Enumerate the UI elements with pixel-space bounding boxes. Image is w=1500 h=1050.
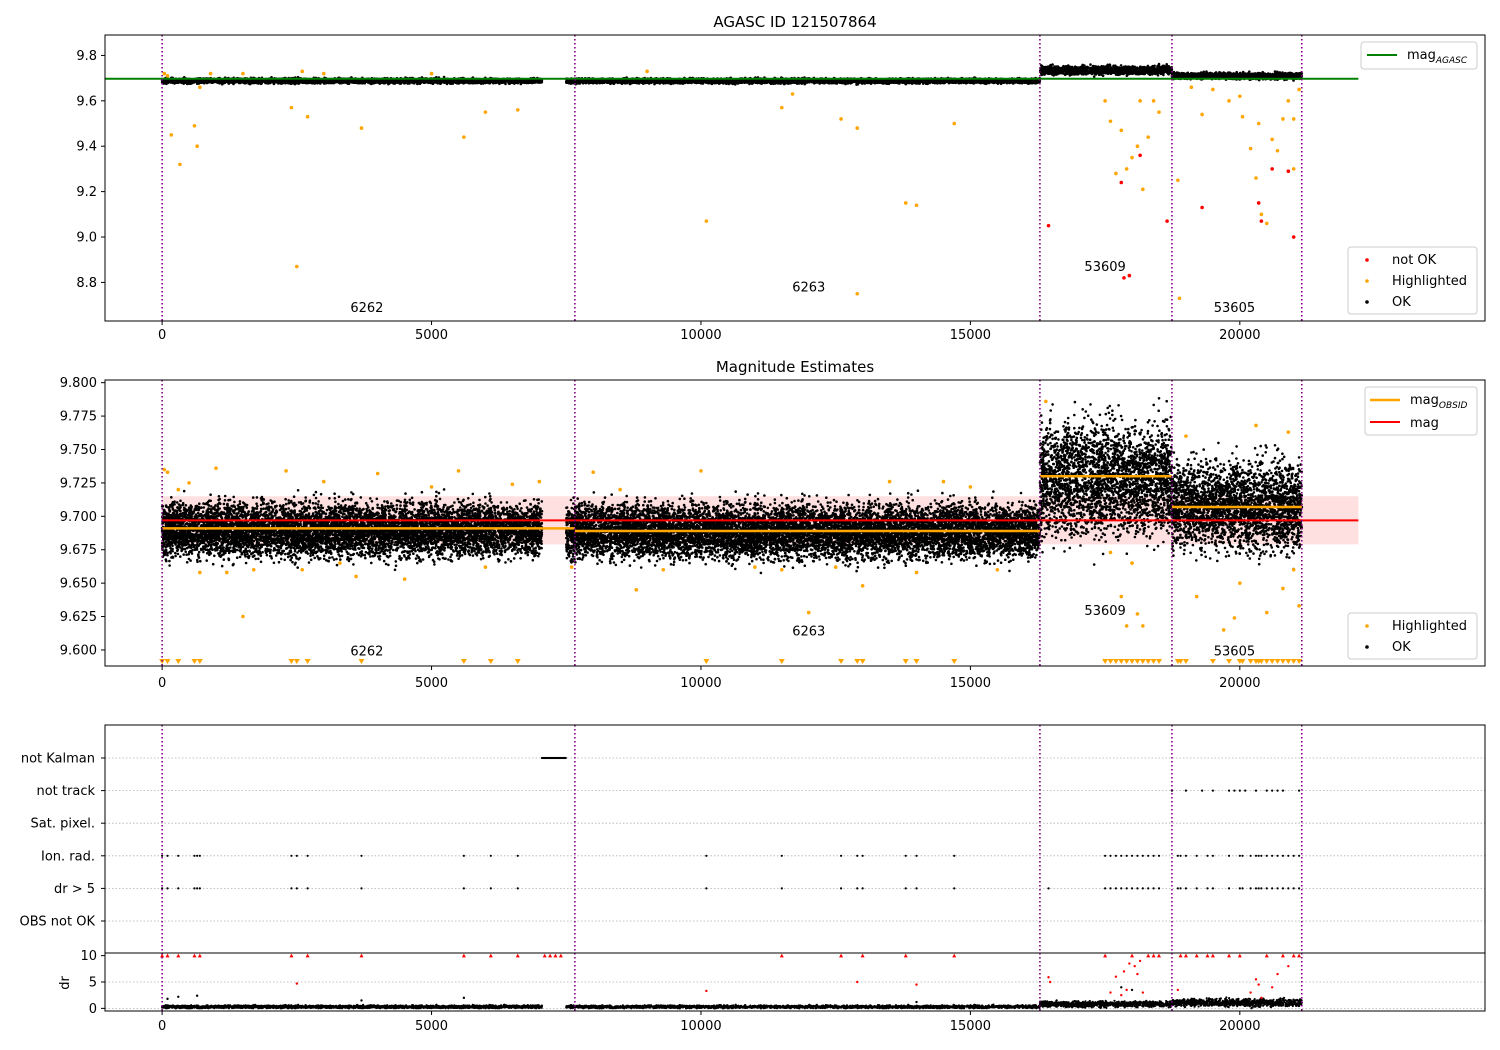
ok-point — [233, 80, 236, 83]
ok-point — [407, 81, 410, 84]
ok-point — [532, 81, 535, 84]
ok-point — [436, 82, 439, 85]
ok-point — [306, 82, 309, 85]
ok-point — [485, 81, 488, 84]
ok-point — [387, 83, 390, 86]
ok-point — [514, 80, 517, 83]
ok-point — [220, 82, 223, 85]
ok-point — [193, 80, 196, 83]
ok-point — [207, 81, 210, 84]
ok-point — [184, 80, 187, 83]
ok-point — [227, 80, 230, 83]
ok-point — [267, 81, 270, 84]
ok-point — [361, 80, 364, 83]
ok-point — [425, 80, 428, 83]
ok-point — [423, 81, 426, 84]
ok-point — [311, 82, 314, 85]
ok-point — [461, 80, 464, 83]
ok-point — [417, 81, 420, 84]
ok-point — [517, 80, 520, 83]
ok-point — [497, 81, 500, 84]
ok-point — [317, 80, 320, 83]
ok-point — [351, 80, 354, 83]
ok-point — [242, 81, 245, 84]
ok-point — [471, 82, 474, 85]
ok-point — [468, 80, 471, 83]
ok-point — [303, 80, 306, 83]
ok-point — [439, 80, 442, 83]
ok-point — [371, 82, 374, 85]
ok-point — [458, 80, 461, 83]
ok-point — [447, 81, 450, 84]
ok-point — [434, 81, 437, 84]
ok-point — [290, 80, 293, 83]
ok-point — [338, 81, 341, 84]
ok-point — [294, 82, 297, 85]
ok-point — [368, 81, 371, 84]
ok-point — [411, 80, 414, 83]
ok-point — [382, 81, 385, 84]
ok-point — [287, 82, 290, 85]
ok-point — [181, 80, 184, 83]
ok-point — [264, 80, 267, 83]
ok-point — [494, 80, 497, 83]
ok-point — [254, 80, 257, 83]
ok-point — [420, 82, 423, 85]
ok-point — [357, 81, 360, 84]
ok-point — [347, 82, 350, 85]
ok-point — [186, 83, 189, 86]
panel-1-title: AGASC ID 121507864 — [713, 13, 876, 31]
ok-point — [455, 82, 458, 85]
ok-point — [323, 82, 326, 85]
ok-point — [521, 80, 524, 83]
ok-point — [396, 80, 399, 83]
ok-point — [487, 81, 490, 84]
ok-point — [270, 81, 273, 84]
ok-point — [214, 80, 217, 83]
ok-point — [537, 80, 540, 83]
ok-point — [229, 81, 232, 84]
ok-point — [299, 80, 302, 83]
ok-point — [314, 80, 317, 83]
ok-point — [480, 80, 483, 83]
ok-point — [274, 81, 277, 84]
ok-point — [290, 82, 293, 85]
ok-point — [401, 80, 404, 83]
ok-point — [251, 81, 254, 84]
ok-point — [378, 81, 381, 84]
ok-point — [388, 81, 391, 84]
